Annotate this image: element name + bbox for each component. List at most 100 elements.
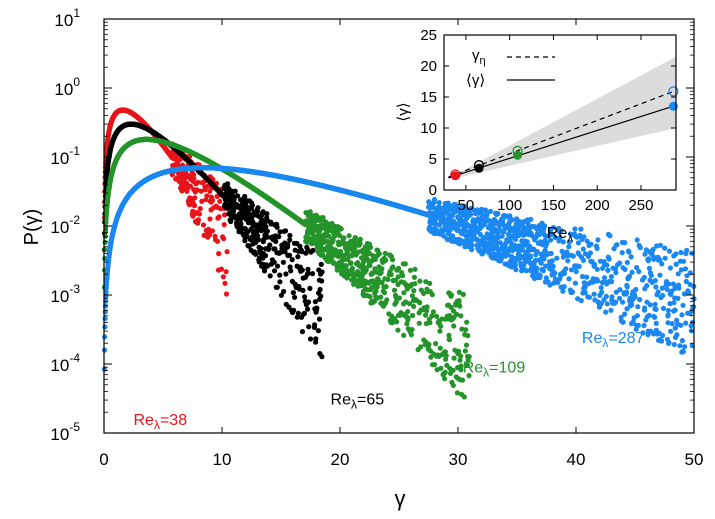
main-data-point [469,242,475,248]
main-data-point [378,294,384,300]
main-data-point [199,198,205,204]
main-data-point [283,271,289,277]
main-data-point [405,315,411,321]
main-data-point [423,279,429,285]
main-data-point [292,294,298,300]
main-data-point [383,284,389,290]
main-data-point [102,255,108,262]
main-data-point [278,292,284,298]
main-data-point [317,286,323,293]
main-data-point [313,336,319,342]
main-data-point [466,354,472,360]
main-data-point [244,233,250,239]
main-data-point [299,249,305,255]
main-data-point [466,373,472,379]
main-data-point [312,322,318,328]
main-data-point [264,228,270,234]
main-data-point [216,214,222,220]
main-data-point [214,238,221,244]
main-data-point [357,241,363,247]
main-data-point [410,312,416,319]
main-data-point [246,243,252,249]
main-data-point [382,250,388,256]
main-data-point [287,237,293,243]
main-data-point [102,324,108,330]
main-data-point [427,320,433,326]
main-data-point [290,290,296,296]
main-data-point [457,303,463,309]
main-data-point [209,228,215,234]
main-data-point [391,287,398,293]
main-data-point [306,324,312,330]
main-data-point [337,233,343,239]
main-data-point [446,337,452,343]
main-data-point [195,179,201,185]
main-data-point [421,290,427,296]
main-data-point [223,269,229,275]
main-data-point [302,294,308,300]
main-data-point [456,348,462,354]
main-scatter-points [101,107,697,400]
main-data-point [460,291,466,297]
main-data-point [316,316,323,322]
main-data-point [288,268,294,274]
main-data-point [204,183,211,189]
main-data-point [373,288,379,294]
main-data-point [458,363,464,369]
main-data-point [367,262,373,269]
main-data-point [384,297,390,303]
main-data-point [242,193,248,200]
main-data-point [402,261,408,267]
main-data-point [406,301,412,307]
main-data-point [262,253,269,259]
main-data-point [427,280,433,286]
main-data-point [451,323,457,329]
main-data-point [383,257,389,263]
main-data-point [343,264,349,270]
main-data-point [221,236,227,242]
main-data-point [456,298,462,304]
main-data-point [222,280,228,286]
main-data-point [424,304,430,310]
main-data-point [274,284,280,290]
main-data-point [393,319,400,325]
main-data-point [207,216,213,222]
main-data-point [459,377,466,383]
main-data-point [222,212,228,218]
main-data-point [443,353,449,359]
main-data-point [281,288,287,295]
main-data-point [258,246,264,252]
main-data-point [305,299,312,305]
main-data-point [196,211,202,217]
main-data-point [348,260,354,266]
main-data-point [356,249,362,255]
main-data-point [267,242,273,248]
main-data-point [238,220,244,227]
main-data-point [315,328,321,334]
main-data-point [319,354,325,360]
main-data-point [454,390,460,396]
main-data-point [450,367,456,373]
main-data-point [263,224,269,230]
main-data-point [429,313,435,319]
main-data-point [351,281,357,287]
main-data-point [381,290,388,296]
main-data-point [197,206,203,212]
main-data-point [220,274,226,280]
main-data-point [300,287,306,293]
main-data-point [395,274,401,280]
main-data-point [412,281,418,287]
main-data-point [374,284,380,290]
main-data-point [285,241,291,248]
main-data-point [451,355,457,361]
main-data-point [102,239,108,245]
main-data-point [319,278,325,284]
main-data-point [207,232,213,238]
main-data-point [255,237,261,243]
main-data-point [417,300,423,306]
main-data-point [417,278,423,284]
main-data-point [341,235,347,241]
main-data-point [286,252,293,258]
main-data-point [404,321,410,327]
